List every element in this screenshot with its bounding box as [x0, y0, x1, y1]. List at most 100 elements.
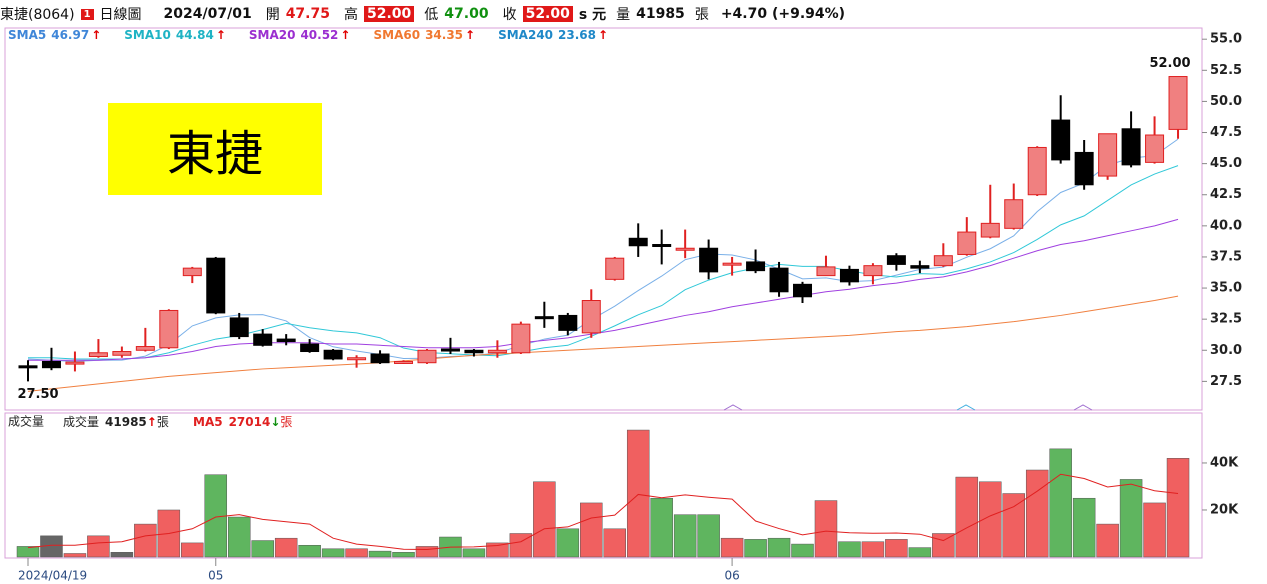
y-tick-label: 30.0	[1210, 343, 1242, 358]
candle-body	[793, 283, 813, 298]
candle-body	[41, 360, 61, 369]
volume-bar	[415, 546, 439, 558]
volume-bar	[63, 553, 87, 558]
legend-value: 23.68	[558, 28, 596, 42]
candle-body	[910, 265, 930, 269]
volume-label: 量	[616, 7, 631, 23]
candle-body	[534, 316, 554, 320]
volume-bar	[462, 548, 486, 558]
ma-legend-unit: 張	[280, 415, 292, 429]
y-tick-label: 40K	[1210, 455, 1239, 470]
candle-body	[323, 349, 343, 360]
legend-trend: ↑	[598, 28, 608, 42]
x-tick-label: 2024/04/19	[18, 569, 87, 583]
volume-bar	[791, 543, 814, 558]
volume-bar	[767, 537, 791, 558]
legend-trend: ↑	[465, 28, 475, 42]
low-label: 低	[424, 7, 439, 23]
marker	[1073, 404, 1093, 411]
volume-bar	[274, 537, 298, 558]
volume-bar	[392, 552, 415, 558]
candle-body	[300, 343, 320, 353]
low-label: 27.50	[17, 387, 58, 402]
candle-body	[112, 351, 132, 356]
volume-bar	[979, 481, 1002, 558]
legend-trend: ↑	[91, 28, 101, 42]
y-tick-label: 32.5	[1210, 312, 1242, 327]
legend-item: SMA240 23.68 ↑	[498, 28, 608, 42]
candle-body	[769, 267, 789, 293]
candle-body	[229, 317, 249, 338]
close-label: 收	[502, 7, 517, 23]
legend-item: SMA20 40.52 ↑	[249, 28, 351, 42]
candle-body	[1168, 76, 1188, 130]
volume-legend-value: 41985	[105, 415, 147, 429]
candle-body	[1121, 128, 1141, 166]
currency: s 元	[578, 7, 607, 23]
candle-body	[675, 247, 695, 251]
candle-body	[957, 231, 977, 255]
y-tick-label: 27.5	[1210, 374, 1242, 389]
volume-bar	[720, 537, 744, 558]
volume-bar	[1096, 523, 1119, 558]
volume-ma-line	[27, 473, 1179, 550]
marker	[723, 404, 743, 411]
volume-bar	[134, 523, 157, 558]
candle-body	[816, 266, 836, 277]
y-tick-label: 45.0	[1210, 156, 1242, 171]
candle-body	[1027, 146, 1047, 196]
volume-legend: 成交量 41985↑張	[63, 414, 169, 429]
chart-kind: 日線圖	[99, 7, 142, 23]
volume-bar	[932, 533, 955, 558]
volume-bar	[556, 528, 580, 558]
volume-bar	[486, 542, 509, 558]
volume-bar	[533, 481, 556, 558]
change: +4.70 (+9.94%)	[720, 6, 846, 22]
high-label: 高	[343, 7, 358, 23]
close: 52.00	[522, 6, 573, 22]
marker	[956, 404, 976, 411]
candle-body	[886, 255, 906, 265]
volume-title: 成交量	[8, 414, 44, 429]
legend-value: 44.84	[176, 28, 214, 42]
volume-bar	[251, 540, 274, 558]
candle-body	[863, 265, 883, 277]
y-tick-label: 37.5	[1210, 249, 1242, 264]
candle-body	[746, 261, 766, 272]
sma-line	[27, 138, 1179, 362]
high: 52.00	[363, 6, 415, 22]
candle-body	[605, 257, 625, 280]
y-tick-label: 52.5	[1210, 63, 1242, 78]
volume-bar	[955, 476, 979, 558]
candle-body	[933, 255, 953, 267]
candle-body	[511, 323, 531, 354]
candle-body	[135, 346, 155, 351]
ma-legend: MA5 27014↓張	[193, 415, 292, 429]
candle-body	[182, 267, 202, 277]
y-tick-label: 50.0	[1210, 94, 1242, 109]
y-tick-label: 55.0	[1210, 32, 1242, 47]
candle-body	[839, 268, 859, 283]
candle-body	[1098, 133, 1118, 177]
volume-panel	[4, 412, 1203, 559]
legend-name: SMA5	[8, 28, 46, 42]
open-label: 開	[265, 7, 280, 23]
ma-legend-value: 27014	[229, 415, 271, 429]
low: 47.00	[444, 6, 489, 22]
volume-bar	[744, 539, 767, 558]
candle-body	[487, 349, 507, 354]
volume-bar	[885, 539, 908, 558]
legend-item: SMA10 44.84 ↑	[124, 28, 226, 42]
volume-bar	[1002, 493, 1025, 558]
candle-body	[253, 333, 273, 346]
candle-body	[464, 349, 484, 354]
volume-bar	[298, 544, 321, 558]
volume-bar	[1166, 458, 1190, 558]
volume-bar	[509, 533, 533, 558]
candle-body	[722, 262, 742, 266]
volume-bar	[814, 500, 838, 558]
volume-bar	[181, 542, 204, 558]
x-tick-label: 05	[208, 569, 223, 583]
legend-trend: ↑	[216, 28, 226, 42]
date: 2024/07/01	[163, 6, 252, 22]
